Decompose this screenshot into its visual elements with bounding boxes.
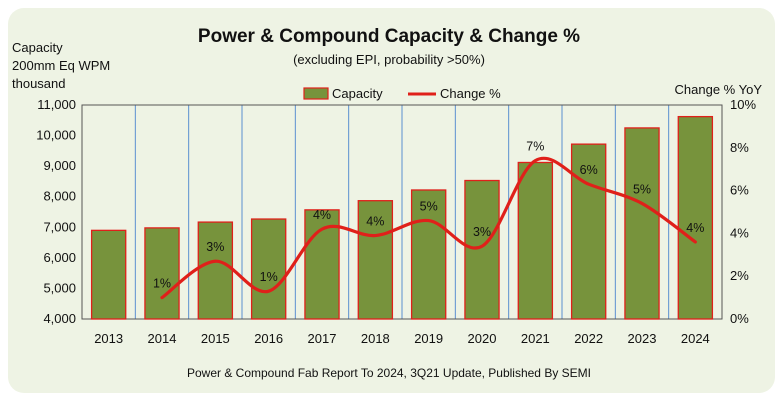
change-data-label: 1% xyxy=(153,277,171,291)
x-tick-label: 2016 xyxy=(254,331,283,346)
plot-frame xyxy=(81,104,723,320)
y2-tick-label: 2% xyxy=(730,268,749,283)
change-data-label: 6% xyxy=(580,163,598,177)
y-tick-label: 5,000 xyxy=(43,280,76,295)
y2-tick-label: 8% xyxy=(730,140,749,155)
x-tick-label: 2020 xyxy=(468,331,497,346)
y-axis-label-line-2: 200mm Eq WPM xyxy=(12,58,110,73)
x-tick-label: 2015 xyxy=(201,331,230,346)
y-tick-label: 6,000 xyxy=(43,250,76,265)
change-data-label: 7% xyxy=(526,140,544,154)
bar-2016 xyxy=(250,218,287,320)
legend-capacity-label: Capacity xyxy=(332,86,383,101)
x-tick-label: 2013 xyxy=(94,331,123,346)
change-data-label: 3% xyxy=(206,240,224,254)
x-tick-label: 2018 xyxy=(361,331,390,346)
bar-2024 xyxy=(677,115,714,320)
legend-change-label: Change % xyxy=(440,86,501,101)
x-tick-label: 2019 xyxy=(414,331,443,346)
bar-2023 xyxy=(624,127,660,320)
bar-2021 xyxy=(517,161,554,320)
y2-tick-label: 10% xyxy=(730,97,756,112)
y-tick-label: 11,000 xyxy=(37,97,76,112)
bars xyxy=(90,115,714,320)
bar-2022 xyxy=(570,143,607,320)
y2-axis-label: Change % YoY xyxy=(675,82,763,97)
change-data-label: 3% xyxy=(473,225,491,239)
y-tick-label: 4,000 xyxy=(43,311,76,326)
change-data-label: 4% xyxy=(686,221,704,235)
x-tick-label: 2021 xyxy=(521,331,550,346)
x-tick-label: 2024 xyxy=(681,331,710,346)
data-labels: 1% 3% 1% 4% 4% 5% 3% 7% 6% 5% 4% xyxy=(153,140,704,291)
bar-2014 xyxy=(144,227,180,320)
y-tick-label: 8,000 xyxy=(43,189,76,204)
bar-2020 xyxy=(464,179,500,320)
legend: Capacity Change % xyxy=(303,86,501,101)
tick-labels: 4,000 5,000 6,000 7,000 8,000 9,000 10,000 11,0… xyxy=(36,97,756,346)
y2-tick-label: 0% xyxy=(730,311,749,326)
x-tick-label: 2014 xyxy=(148,331,177,346)
y-tick-label: 10,000 xyxy=(36,128,76,143)
bar-2019 xyxy=(410,189,447,320)
change-line xyxy=(160,156,697,300)
y2-tick-label: 4% xyxy=(730,225,749,240)
y2-tick-label: 6% xyxy=(730,183,749,198)
x-tick-label: 2023 xyxy=(628,331,657,346)
bar-2013 xyxy=(90,229,127,320)
bar-2018 xyxy=(357,200,394,320)
y-axis-label-line-3: thousand xyxy=(12,76,66,91)
chart-title: Power & Compound Capacity & Change % xyxy=(198,26,580,47)
y-axis-label-line-1: Capacity xyxy=(12,40,63,55)
y-tick-label: 9,000 xyxy=(43,158,76,173)
bar-2015 xyxy=(197,221,234,320)
change-data-label: 4% xyxy=(313,208,331,222)
change-data-label: 5% xyxy=(420,200,438,214)
chart-subtitle: (excluding EPI, probability >50%) xyxy=(293,52,485,67)
change-data-label: 4% xyxy=(366,215,384,229)
y-tick-label: 7,000 xyxy=(43,219,76,234)
source-note: Power & Compound Fab Report To 2024, 3Q2… xyxy=(187,366,591,380)
change-data-label: 5% xyxy=(633,182,651,196)
x-tick-label: 2017 xyxy=(308,331,337,346)
change-data-label: 1% xyxy=(260,270,278,284)
x-tick-label: 2022 xyxy=(574,331,603,346)
legend-capacity-swatch xyxy=(303,87,329,100)
gridlines xyxy=(81,104,723,320)
